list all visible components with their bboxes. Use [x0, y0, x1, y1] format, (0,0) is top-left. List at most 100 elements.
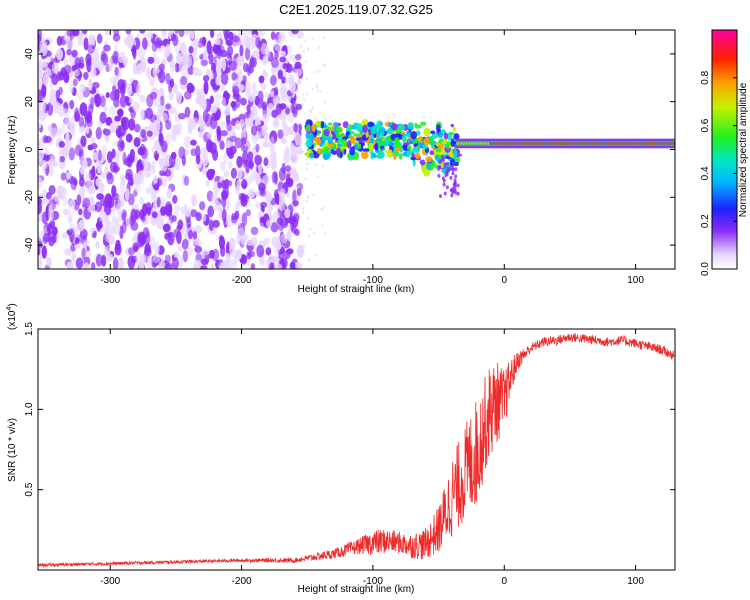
spectrogram-cell	[38, 201, 43, 215]
spectrogram-cell	[249, 57, 257, 68]
spectrogram-cell	[323, 100, 327, 104]
spectrogram-cell	[39, 108, 46, 123]
spectrogram-cell	[252, 82, 257, 91]
spectrogram-cell	[146, 66, 151, 79]
spectrogram-cell	[448, 166, 452, 171]
spectrogram-cell	[449, 175, 453, 180]
spectrogram-cell	[407, 144, 412, 151]
spectrogram-cell	[278, 250, 285, 261]
spectrogram-cell	[237, 56, 245, 66]
spectrogram-cell	[414, 122, 418, 127]
spectrogram-x-tick-label: 100	[627, 275, 644, 286]
spectrogram-cell	[158, 132, 164, 144]
spectrogram-cell	[270, 31, 276, 40]
spectrogram-cell	[301, 210, 305, 214]
spectrogram-cell	[221, 58, 227, 72]
spectrogram-cell	[217, 74, 222, 84]
snr-y-multiplier: (x104)	[6, 303, 18, 330]
spectrogram-cell	[454, 167, 458, 172]
spectrogram-cell	[454, 174, 458, 179]
spectrogram-cell	[97, 59, 104, 72]
spectrogram-cell	[178, 146, 186, 159]
spectrogram-cell	[385, 149, 391, 155]
spectrogram-cell	[258, 75, 265, 84]
spectrogram-cell	[286, 229, 292, 242]
spectrogram-cell	[198, 130, 204, 139]
spectrogram-cell	[38, 259, 43, 266]
spectrogram-cell	[108, 57, 113, 71]
spectrogram-cell	[207, 205, 215, 218]
spectrogram-cell	[262, 141, 271, 148]
spectrogram-cell	[251, 104, 257, 117]
spectrogram-cell	[259, 258, 266, 266]
spectrogram-cell	[320, 121, 325, 129]
spectrogram-cell	[76, 221, 85, 232]
spectrogram-cell	[305, 167, 309, 171]
spectrogram-cell	[66, 139, 72, 149]
spectrogram-cell	[295, 53, 302, 61]
spectrogram-cell	[114, 88, 120, 101]
spectrogram-cell	[280, 137, 288, 144]
spectrogram-cell	[448, 131, 455, 136]
spectrogram-cell	[182, 250, 188, 263]
spectrogram-cell	[274, 86, 279, 97]
spectrogram-cell	[377, 150, 385, 159]
spectrogram-cell	[149, 75, 155, 87]
spectrogram-cell	[42, 236, 49, 245]
spectrogram-cell	[456, 183, 460, 188]
spectrogram-cell	[139, 231, 147, 246]
spectrogram-cell	[425, 156, 433, 163]
spectrogram-cell	[198, 120, 206, 131]
spectrogram-cell	[445, 185, 449, 190]
spectrogram-cell	[56, 35, 63, 46]
spectrogram-cell	[315, 85, 319, 89]
spectrogram-cell	[96, 219, 102, 232]
spectrogram-cell	[442, 182, 446, 187]
spectrogram-cell	[430, 130, 436, 135]
spectrogram-cell	[336, 139, 341, 144]
snr-x-tick-label: -100	[363, 576, 383, 587]
spectrogram-cell	[212, 219, 220, 228]
spectrogram-cell	[212, 204, 219, 212]
spectrogram-cell	[128, 96, 134, 104]
spectrogram-cell	[423, 127, 431, 137]
spectrogram-cell	[48, 158, 56, 166]
spectrogram-cell	[311, 87, 315, 91]
spectrogram-cell	[255, 201, 261, 209]
spectrogram-cell	[190, 148, 197, 157]
spectrogram-cell	[81, 247, 86, 260]
spectrogram-cell	[337, 143, 342, 147]
spectrogram-cell	[203, 80, 209, 95]
spectrogram-cell	[241, 212, 248, 227]
spectrogram-cell	[439, 194, 443, 199]
spectrogram-cell	[82, 197, 91, 209]
spectrogram-cell	[132, 242, 140, 251]
spectrogram-cell	[154, 241, 160, 253]
spectrogram-cell	[86, 118, 93, 128]
spectrogram-cell	[227, 160, 233, 169]
spectrogram-cell	[236, 179, 241, 190]
spectrogram-cell	[125, 133, 133, 143]
spectrogram-cell	[302, 49, 306, 53]
spectrogram-cell	[285, 165, 292, 172]
spectrogram-cell	[139, 209, 145, 221]
spectrogram-cell	[294, 228, 300, 236]
spectrogram-cell	[169, 154, 176, 168]
spectrogram-cell	[187, 229, 194, 240]
spectrogram-cell	[237, 165, 243, 180]
spectrogram-cell	[672, 142, 675, 146]
spectrogram-cell	[186, 218, 192, 229]
spectrogram-cell	[175, 157, 181, 171]
spectrogram-cell	[202, 109, 209, 123]
spectrogram-cell	[66, 171, 72, 180]
spectrogram-cell	[291, 30, 299, 35]
spectrogram-cell	[301, 206, 305, 210]
spectrogram-cell	[50, 127, 58, 139]
spectrogram-cell	[49, 162, 54, 177]
spectrogram-cell	[220, 83, 225, 93]
spectrogram-cell	[346, 140, 352, 149]
spectrogram-cell	[220, 71, 229, 86]
spectrogram-cell	[231, 72, 237, 81]
spectrogram-cell	[291, 171, 299, 181]
spectrogram-cell	[116, 203, 122, 215]
